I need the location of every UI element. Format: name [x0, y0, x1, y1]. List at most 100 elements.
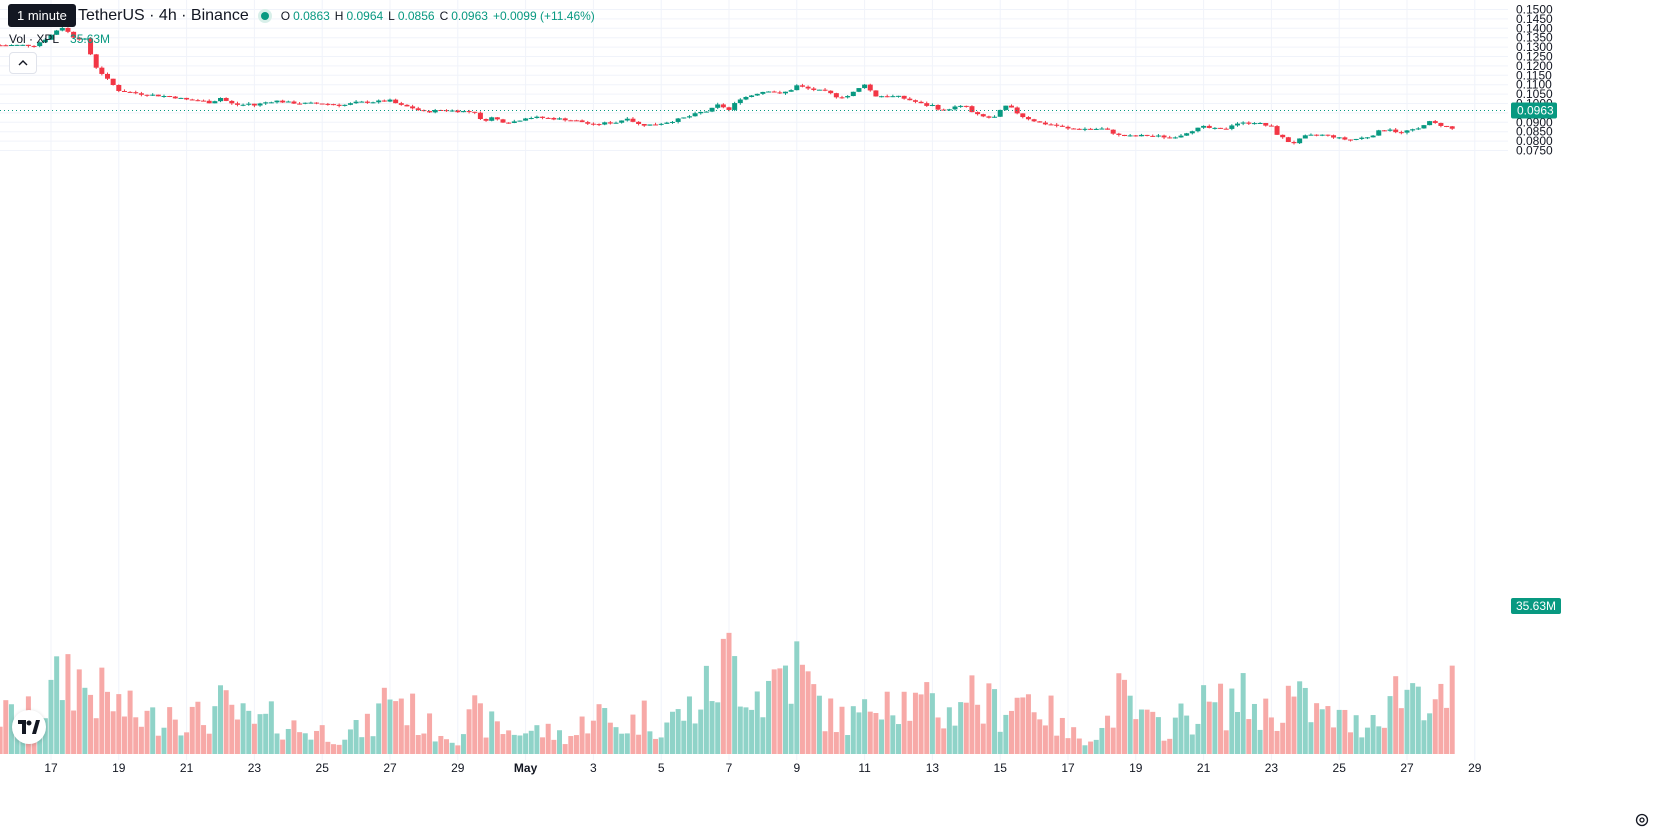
candle-body	[285, 101, 291, 103]
candle-body	[528, 118, 534, 120]
candle-body	[1054, 124, 1060, 126]
candle-body	[884, 96, 890, 98]
x-tick-label: 17	[44, 761, 58, 775]
market-status-dot-icon[interactable]	[260, 12, 269, 20]
volume-bar	[901, 691, 907, 754]
candle-body	[172, 96, 178, 99]
volume-bar	[398, 698, 404, 754]
candle-body	[302, 102, 308, 104]
candle-body	[760, 91, 766, 94]
time-axis[interactable]: 17 19 21 23 25 27 29 May 3 5 7 9 11 13 15 17 19 21 23 25 27 2…	[44, 761, 1481, 775]
candle-body	[850, 91, 856, 97]
collapse-legend-button[interactable]	[9, 52, 37, 74]
volume-bar	[641, 700, 647, 754]
x-tick-label: 21	[1197, 761, 1211, 775]
candle-body	[907, 98, 913, 101]
candle-body	[709, 107, 715, 112]
volume-bar	[545, 723, 551, 754]
volume-bar	[1155, 717, 1161, 754]
candle-body	[873, 90, 879, 97]
symbol-title[interactable]: TetherUS · 4h · Binance	[78, 7, 249, 24]
volume-bar	[1167, 738, 1173, 754]
candle-body	[630, 118, 636, 122]
volume-bar	[1093, 739, 1099, 754]
volume-bar	[1398, 708, 1404, 754]
volume-bar	[0, 726, 3, 754]
candle-body	[1195, 127, 1201, 132]
volume-bar	[1099, 727, 1105, 754]
volume-bar	[460, 734, 466, 754]
volume-bar	[1427, 713, 1433, 754]
chart-settings-button[interactable]	[1632, 810, 1652, 830]
candle-body	[398, 103, 404, 105]
volume-bar	[161, 727, 167, 754]
candle-body	[788, 90, 794, 92]
candle-body	[624, 118, 630, 121]
volume-bar	[218, 685, 223, 754]
candle-body	[121, 90, 127, 92]
candle-body	[686, 116, 692, 118]
candle-body	[8, 45, 14, 47]
candle-body	[918, 101, 924, 104]
volume-bar	[189, 706, 195, 754]
volume-bar	[1020, 697, 1026, 754]
volume-bar	[986, 683, 992, 754]
candle-body	[1184, 133, 1190, 136]
candle-body	[839, 97, 845, 99]
candle-body	[1133, 135, 1139, 137]
candle-body	[116, 84, 122, 91]
candle-body	[1308, 134, 1314, 136]
candle-body	[607, 122, 613, 124]
candle-body	[1410, 129, 1416, 131]
volume-bar	[1331, 727, 1337, 754]
chevron-up-icon	[18, 60, 28, 66]
volume-bar	[1381, 727, 1387, 754]
volume-bar	[1031, 712, 1037, 754]
candle-body	[1093, 128, 1099, 130]
volume-bar	[1444, 707, 1450, 754]
candle-body	[82, 38, 88, 40]
candle-body	[783, 91, 788, 94]
close-value: 0.0963	[451, 9, 488, 23]
volume-label[interactable]: Vol · XPL	[9, 32, 60, 46]
volume-bar	[726, 632, 732, 754]
candle-body	[37, 42, 43, 47]
volume-bar	[602, 708, 608, 754]
volume-bar	[59, 700, 65, 754]
candle-body	[1218, 127, 1224, 129]
volume-bar	[1122, 679, 1127, 754]
candle-body	[551, 117, 557, 120]
candle-body	[42, 39, 48, 43]
volume-bar	[1025, 694, 1031, 754]
volume-bar	[754, 691, 760, 754]
low-label: L	[388, 9, 395, 23]
chart-grid	[0, 0, 1508, 760]
volume-bar	[1138, 709, 1144, 754]
candle-body	[0, 45, 3, 47]
last-price-badge[interactable]	[1511, 102, 1557, 119]
volume-bar	[427, 713, 433, 754]
candle-body	[1268, 125, 1274, 127]
volume-bar	[1037, 719, 1043, 754]
volume-bar	[670, 711, 675, 754]
candle-body	[71, 31, 77, 38]
volume-bar	[828, 698, 834, 754]
last-volume-badge[interactable]	[1511, 598, 1561, 614]
candle-body	[1415, 128, 1421, 130]
volume-bar	[195, 701, 201, 754]
candle-body	[1438, 122, 1444, 126]
volume-bar	[297, 732, 303, 754]
price-axis[interactable]: 0.15000.14500.14000.13500.13000.12500.12…	[1511, 3, 1561, 615]
volume-bar	[517, 735, 523, 754]
volume-bar	[1297, 681, 1303, 754]
tradingview-logo-icon[interactable]	[12, 710, 46, 744]
candle-body	[155, 94, 161, 97]
candle-body	[1251, 123, 1257, 125]
volume-bar	[444, 739, 449, 754]
volume-bar	[8, 704, 14, 754]
volume-bar	[890, 715, 896, 754]
candle-body	[1285, 137, 1291, 143]
candle-body	[189, 99, 195, 101]
candle-body	[1336, 137, 1342, 139]
